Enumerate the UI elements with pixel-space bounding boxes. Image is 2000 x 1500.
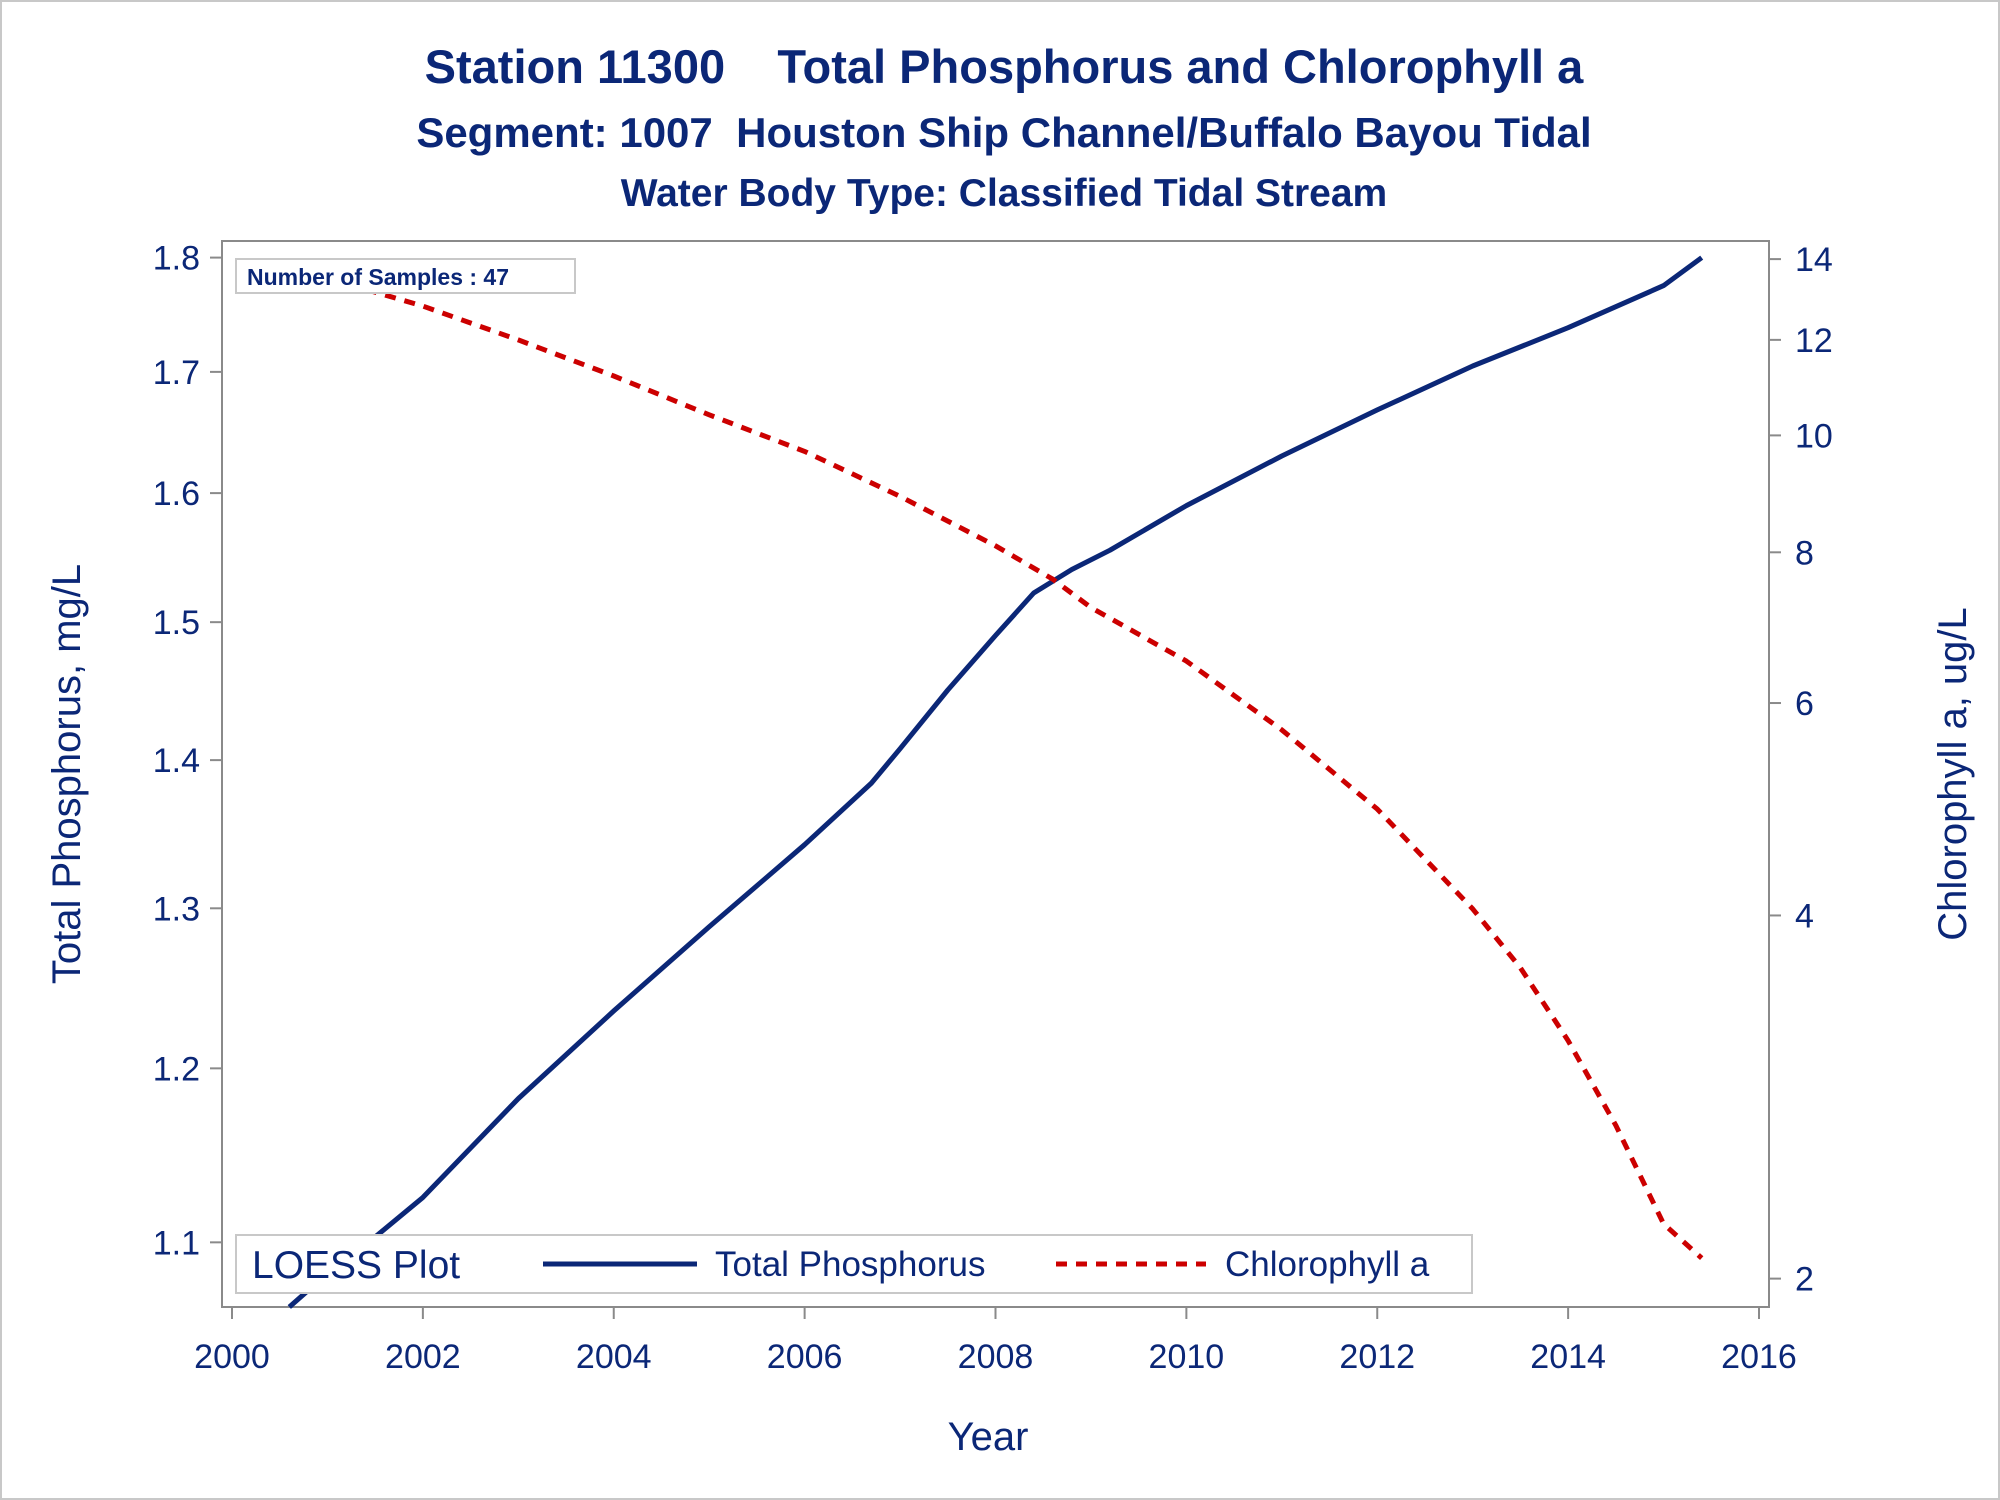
legend-label-chlorophyll-a: Chlorophyll a [1225, 1245, 1430, 1284]
series-layer [287, 255, 1704, 1309]
y-tick-label: 1.7 [153, 354, 200, 392]
y-tick-label: 1.2 [153, 1050, 200, 1088]
y2-tick-label: 2 [1795, 1261, 1814, 1299]
legend-box [235, 1234, 1473, 1294]
legend: LOESS Plot Total Phosphorus Chlorophyll … [235, 1234, 1473, 1294]
x-axis: 2000 2002 2004 2006 2008 2010 2012 2014 2016 [194, 1307, 1797, 1376]
y2-tick-label: 12 [1795, 322, 1833, 360]
y-tick-label: 1.1 [153, 1224, 200, 1262]
y2-axis-label: Chlorophyll a, ug/L [1931, 607, 1975, 941]
y-tick-label: 1.5 [153, 604, 200, 642]
x-tick-label: 2004 [576, 1338, 652, 1376]
series-line-total-phosphorus [287, 255, 1704, 1309]
y2-tick-label: 6 [1795, 685, 1814, 723]
x-tick-label: 2002 [385, 1338, 461, 1376]
chart-subtitle-water-body: Water Body Type: Classified Tidal Stream [621, 172, 1387, 215]
y-tick-label: 1.6 [153, 475, 200, 513]
x-tick-label: 2010 [1149, 1338, 1225, 1376]
inset-box [235, 258, 576, 294]
y-tick-label: 1.8 [153, 240, 200, 278]
y-axis-left: 1.1 1.2 1.3 1.4 1.5 1.6 1.7 1.8 [153, 240, 222, 1262]
y2-tick-label: 8 [1795, 534, 1814, 572]
x-axis-label: Year [948, 1415, 1029, 1459]
y-tick-label: 1.3 [153, 890, 200, 928]
y2-tick-label: 10 [1795, 417, 1833, 455]
series-line-chlorophyll-a [288, 264, 1704, 1260]
sample-count-inset: Number of Samples : 47 [235, 258, 576, 294]
y2-tick-label: 14 [1795, 241, 1833, 279]
sample-count-label: Number of Samples : 47 [247, 264, 509, 290]
chart-title: Station 11300 Total Phosphorus and Chlor… [425, 40, 1584, 93]
y-axis-right: 2 4 6 8 10 12 14 [1769, 241, 1833, 1299]
x-tick-label: 2012 [1339, 1338, 1415, 1376]
y2-tick-label: 4 [1795, 897, 1814, 935]
chart-subtitle-segment: Segment: 1007 Houston Ship Channel/Buffa… [416, 109, 1591, 156]
x-tick-label: 2008 [958, 1338, 1034, 1376]
x-tick-label: 2014 [1530, 1338, 1606, 1376]
y-tick-label: 1.4 [153, 742, 200, 780]
x-tick-label: 2006 [767, 1338, 843, 1376]
legend-label-total-phosphorus: Total Phosphorus [715, 1245, 985, 1284]
x-tick-label: 2000 [194, 1338, 270, 1376]
legend-title: LOESS Plot [252, 1244, 460, 1287]
x-tick-label: 2016 [1721, 1338, 1797, 1376]
y-axis-label: Total Phosphorus, mg/L [45, 564, 89, 984]
